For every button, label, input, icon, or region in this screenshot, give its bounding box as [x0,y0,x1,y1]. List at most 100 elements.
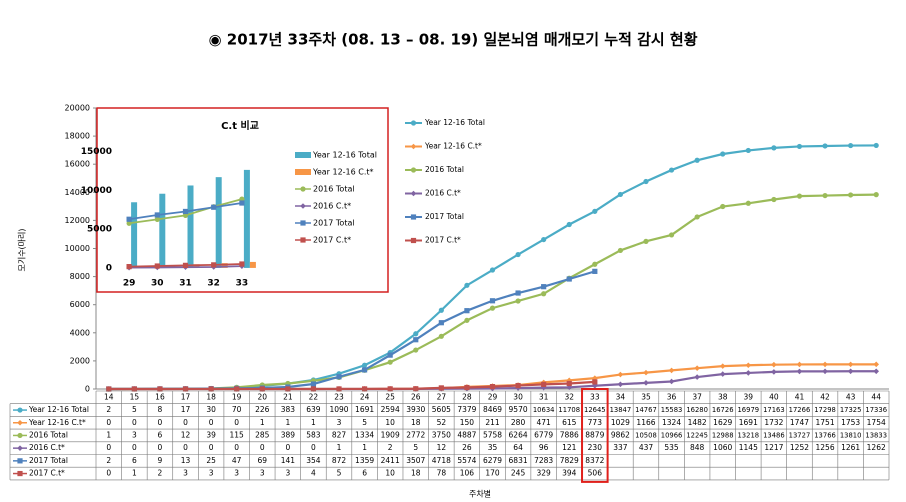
marker [541,284,547,290]
table-cell: 2 [106,405,111,414]
table-cell: 471 [536,418,551,427]
marker [361,367,368,373]
x-tick-label: 30 [513,392,523,401]
x-tick-label: 19 [232,392,242,401]
x-tick-label: 27 [437,392,447,401]
table-cell: 1 [285,418,290,427]
marker [464,282,470,288]
marker [131,386,137,392]
x-tick-label: 17 [181,392,191,401]
table-cell: 2 [106,456,111,465]
table-cell: 4887 [457,430,476,439]
inset-bar [131,202,138,268]
table-cell: 6831 [509,456,528,465]
table-cell: 17298 [814,406,836,414]
table-cell: 230 [588,443,603,452]
table-legend-marker [17,445,23,451]
marker [239,200,245,206]
table-cell: 1909 [381,430,400,439]
marker [771,145,777,151]
table-cell: 8469 [483,405,502,414]
marker [873,368,880,375]
table-cell: 17336 [865,406,887,414]
table-cell: 13218 [737,431,759,439]
marker [848,192,854,198]
legend-label: 2017 C.t* [425,236,461,245]
marker [464,308,470,314]
y-tick-label: 2000 [70,356,90,365]
marker [489,298,496,304]
marker [182,208,189,215]
marker [822,361,828,368]
table-cell: 3 [132,430,137,439]
x-tick-label: 18 [206,392,216,401]
x-tick-label: 43 [846,392,856,401]
table-cell: 12 [181,430,191,439]
table-cell: 0 [183,443,188,452]
table-cell: 9862 [611,430,630,439]
marker [541,236,547,243]
table-cell: 13847 [610,406,632,414]
table-cell: 26 [462,443,472,452]
marker [873,192,879,198]
marker [745,147,751,154]
x-tick-label: 25 [385,392,395,401]
legend-marker [410,143,417,150]
inset-y-tick-label: 5000 [87,225,112,235]
marker [720,151,726,157]
table-cell: 96 [539,443,549,452]
inset-bar [243,169,250,268]
marker [848,142,854,149]
marker [182,212,189,218]
marker [515,298,521,304]
x-tick-label: 40 [769,392,779,401]
inset-legend-marker [300,203,306,209]
marker [387,352,393,358]
table-cell: 0 [132,443,137,452]
table-cell: 6 [362,469,367,478]
table-cell: 211 [485,418,500,427]
table-cell: 639 [306,405,321,414]
table-cell: 4 [311,469,316,478]
table-cell: 0 [209,418,214,427]
inset-bar [159,193,166,268]
marker [668,367,675,374]
inset-legend-marker [300,186,306,192]
x-tick-label: 21 [283,392,293,401]
table-cell: 5 [337,469,342,478]
y-tick-label: 4000 [70,328,90,337]
inset-title: C.t 비교 [221,119,259,132]
x-tick-label: 29 [488,392,498,401]
inset-bar [249,261,256,268]
table-cell: 285 [255,430,270,439]
marker [259,386,265,392]
marker [154,216,160,222]
chart-title: ◉ 2017년 33주차 (08. 13 – 08. 19) 일본뇌염 매개모기… [208,31,697,49]
table-cell: 1732 [764,418,783,427]
marker [592,261,598,267]
y-axis-label: 모기수(마리) [18,228,27,271]
x-tick-label: 22 [309,392,319,401]
table-cell: 1359 [355,456,374,465]
table-cell: 7379 [457,405,476,414]
table-cell: 1166 [636,418,655,427]
x-tick-label: 31 [539,392,549,401]
table-cell: 25 [206,456,216,465]
inset-bar [215,177,222,268]
legend-marker [410,190,417,197]
table-cell: 1261 [841,443,860,452]
legend-marker [410,120,417,126]
x-tick-label: 34 [616,392,626,401]
legend-label: Year 12-16 C.t* [424,142,482,151]
inset-y-tick-label: 10000 [81,186,112,196]
table-cell: 18 [411,418,421,427]
legend-label: 2016 C.t* [425,189,461,198]
marker [617,371,624,378]
table-cell: 8372 [585,456,604,465]
table-cell: 70 [232,405,242,414]
marker [182,262,189,268]
table-cell: 848 [690,443,705,452]
table-cell: 15583 [661,406,683,414]
inset-bar [221,263,228,268]
table-cell: 3 [285,469,290,478]
